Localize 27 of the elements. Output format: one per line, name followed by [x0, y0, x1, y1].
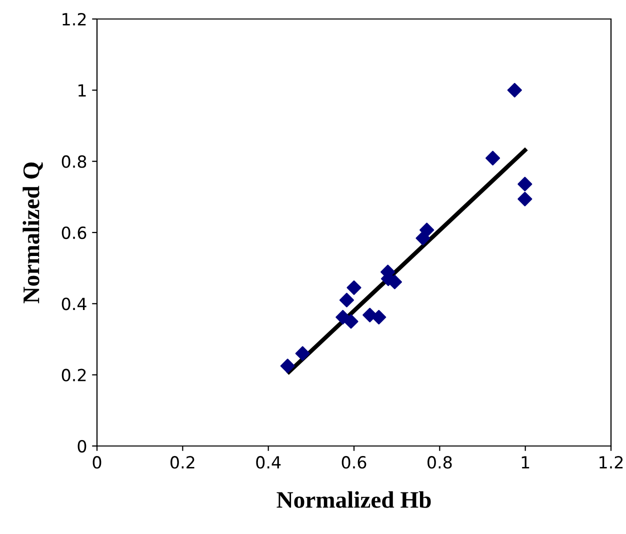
x-tick-label: 1.2 — [600, 456, 623, 468]
y-tick-label: 0.2 — [62, 368, 86, 382]
x-tick-label: 0.2 — [170, 456, 194, 469]
y-tick-label: 0.4 — [62, 298, 86, 310]
point — [507, 82, 522, 98]
x-tick-label: 0.6 — [342, 456, 366, 469]
y-tick-label: 1.2 — [62, 12, 86, 26]
y-tick-label: 0.8 — [62, 155, 86, 168]
point — [344, 314, 358, 329]
y-tick-label: 0 — [78, 440, 86, 453]
x-tick-label: 1 — [522, 456, 530, 468]
point — [518, 176, 532, 192]
point — [280, 358, 295, 374]
point — [518, 192, 532, 206]
point — [346, 280, 362, 295]
y-tick-label: 0.6 — [62, 226, 86, 240]
x-tick-label: 0 — [92, 456, 102, 469]
y-axis-title: Normalized Q — [22, 162, 43, 304]
point — [372, 310, 386, 324]
point — [416, 230, 430, 246]
point — [295, 346, 310, 361]
point — [339, 292, 354, 308]
x-tick-label: 0.8 — [428, 456, 452, 469]
x-axis-title: Normalized Hb — [276, 491, 431, 508]
x-tick-label: 0.4 — [256, 456, 281, 469]
point — [485, 150, 500, 166]
y-tick-label: 1 — [78, 84, 86, 96]
